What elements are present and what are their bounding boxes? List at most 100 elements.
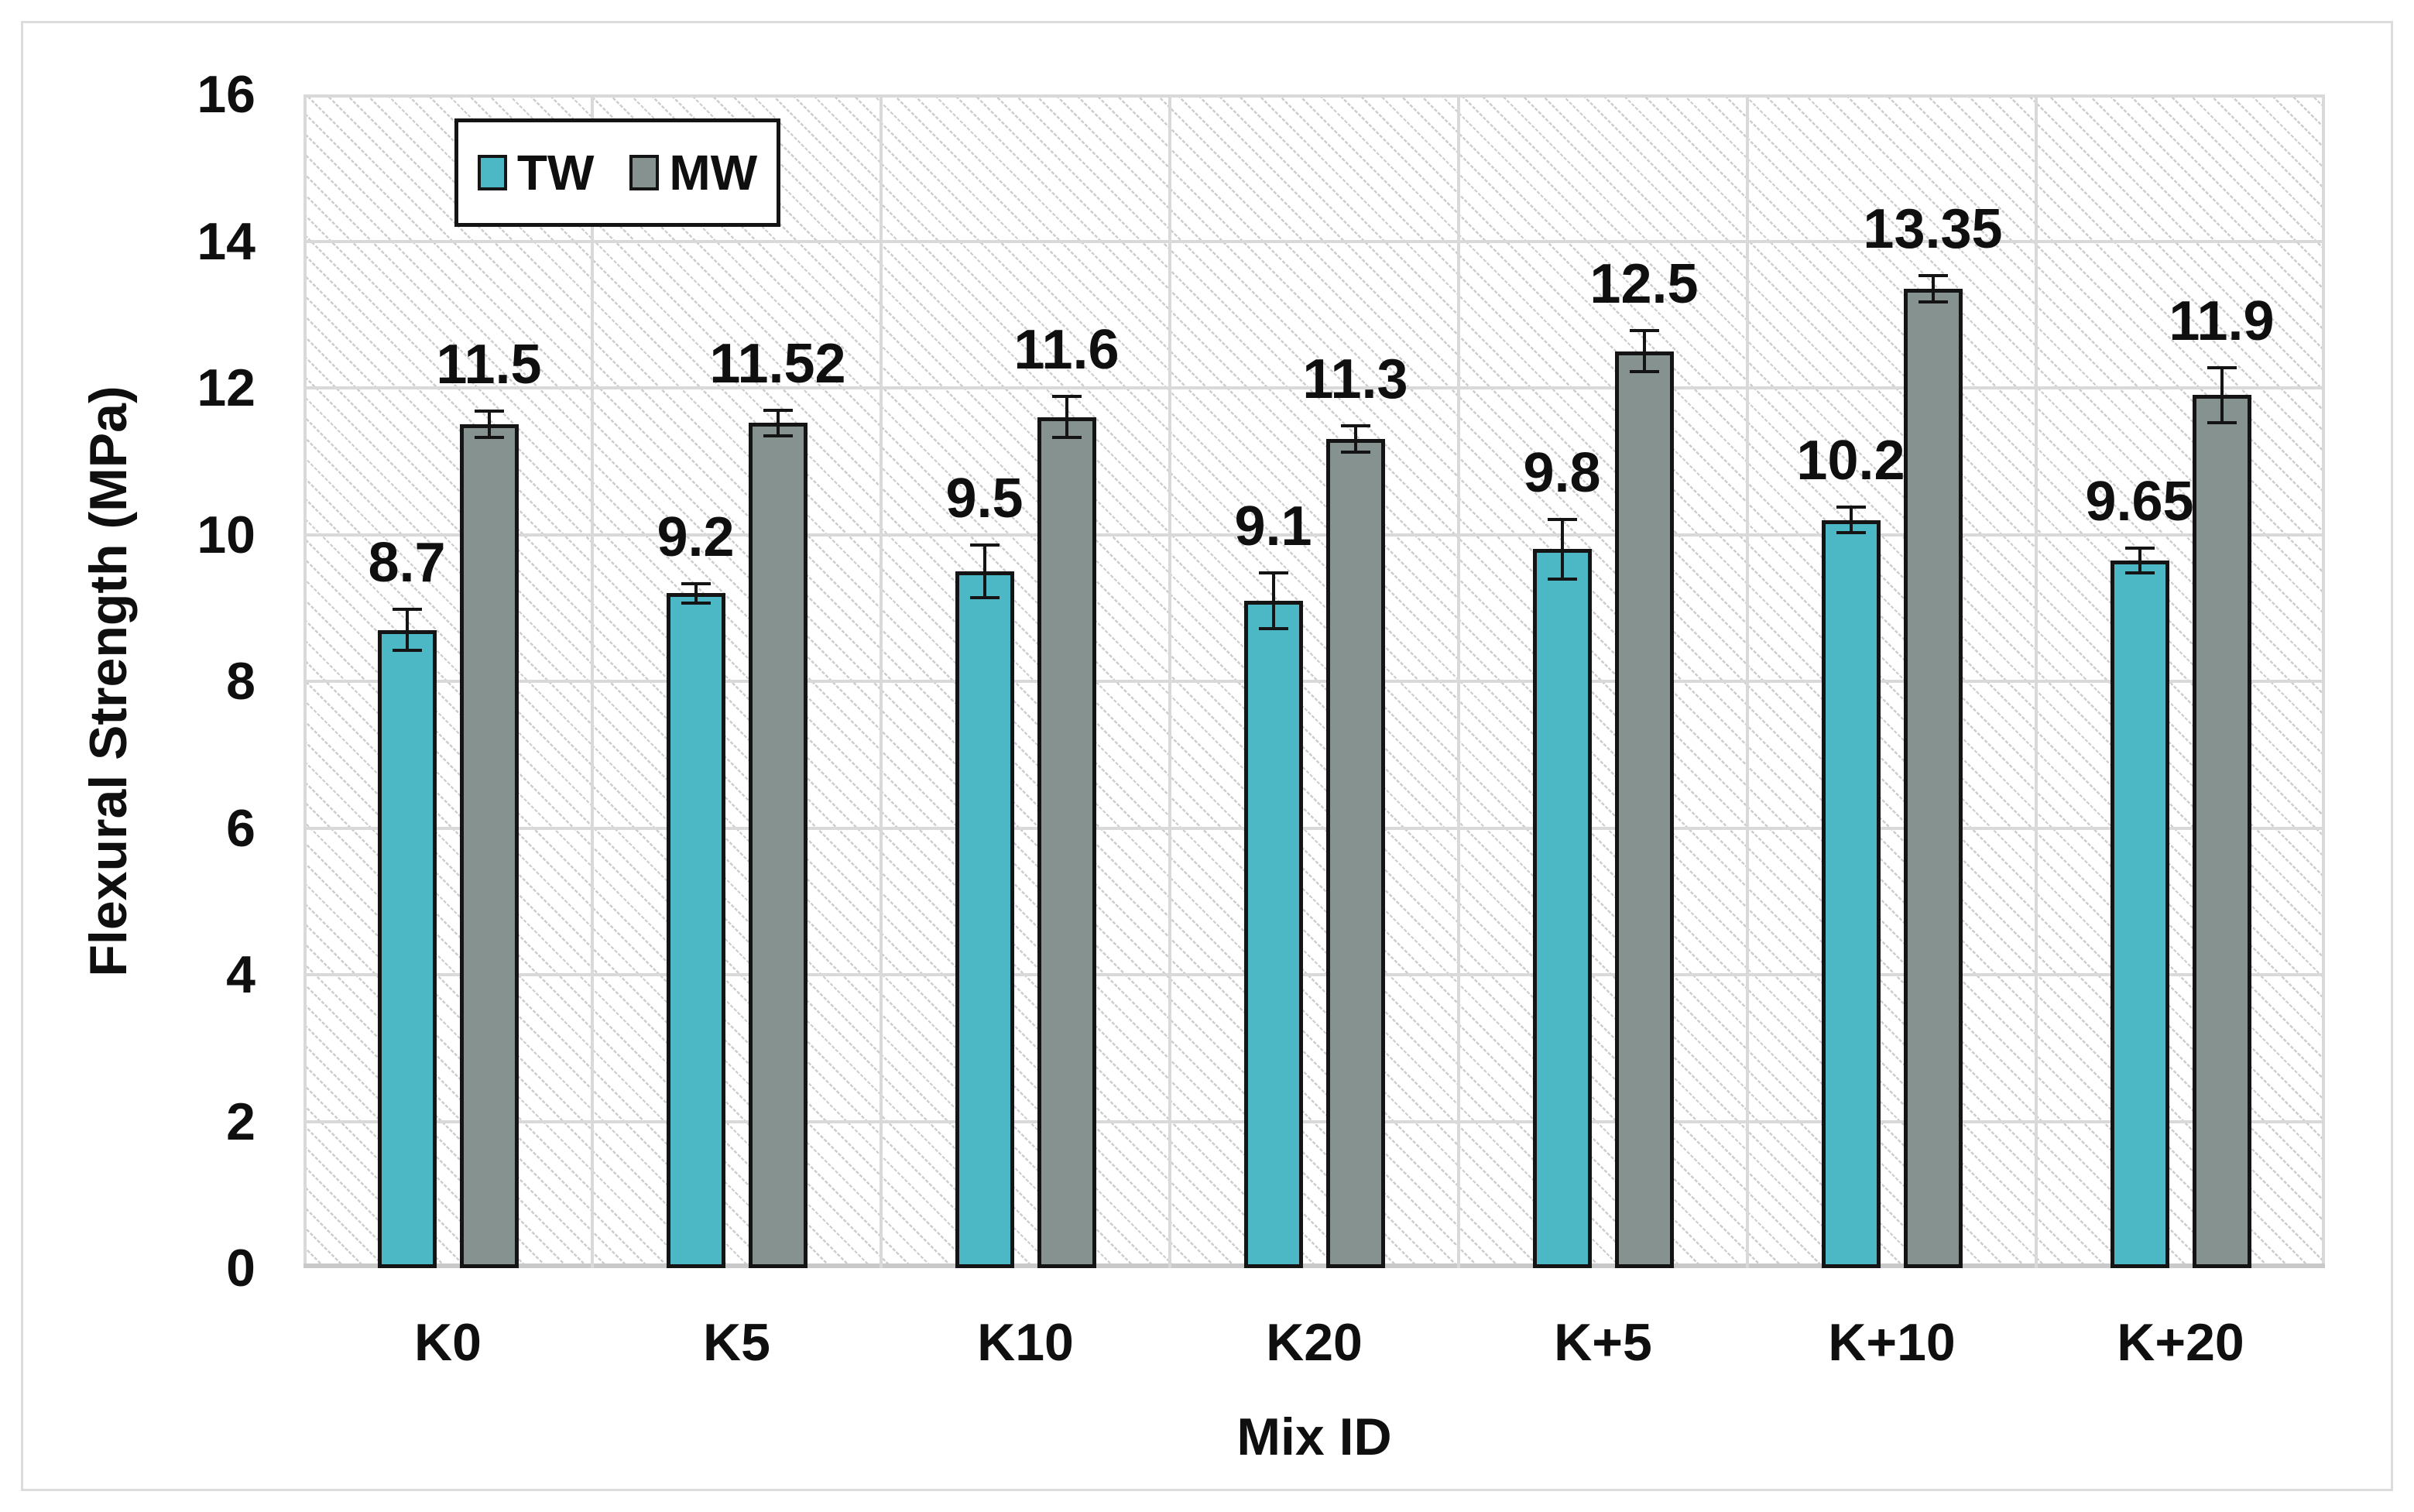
error-bar-stem [1849, 505, 1853, 535]
gridline-h-6 [303, 826, 2325, 830]
error-bar-cap-bottom [969, 595, 1000, 599]
gridline-v-1 [591, 94, 594, 1268]
error-bar-cap-top [1629, 329, 1659, 333]
error-bar-MW-K+20 [2207, 365, 2237, 425]
bar-MW-K10 [1037, 417, 1096, 1268]
gridline-h-14 [303, 239, 2325, 243]
x-axis-title: Mix ID [1236, 1407, 1392, 1466]
error-bar-cap-top [1051, 395, 1082, 399]
data-label-MW-K20: 11.3 [1302, 348, 1408, 411]
x-axis-line [303, 1263, 2325, 1268]
error-bar-stem [1560, 517, 1564, 581]
error-bar-cap-bottom [763, 434, 793, 438]
bar-TW-K5 [666, 593, 725, 1268]
bar-TW-K10 [955, 571, 1014, 1268]
error-bar-cap-bottom [1340, 451, 1370, 454]
error-bar-cap-bottom [2124, 571, 2155, 574]
error-bar-cap-top [1836, 505, 1866, 509]
y-tick-label-14: 14 [197, 211, 255, 271]
gridline-v-4 [1457, 94, 1460, 1268]
y-tick-label-10: 10 [197, 505, 255, 564]
x-tick-label-K+10: K+10 [1828, 1313, 1956, 1372]
gridline-v-2 [880, 94, 883, 1268]
y-tick-label-12: 12 [197, 358, 255, 417]
data-label-MW-K+5: 12.5 [1589, 253, 1699, 316]
y-tick-label-2: 2 [226, 1092, 255, 1151]
y-tick-label-6: 6 [226, 798, 255, 858]
error-bar-cap-bottom [681, 601, 711, 605]
data-label-TW-K+20: 9.65 [2085, 470, 2194, 533]
error-bar-cap-bottom [1051, 436, 1082, 440]
bar-TW-K+5 [1532, 549, 1592, 1268]
figure-border [21, 21, 2393, 1491]
error-bar-stem [487, 410, 491, 440]
bar-TW-K+20 [2110, 560, 2169, 1268]
error-bar-cap-top [392, 608, 422, 612]
error-bar-cap-bottom [1629, 370, 1659, 374]
x-tick-label-K0: K0 [414, 1313, 482, 1372]
error-bar-cap-top [474, 410, 504, 413]
error-bar-stem [1353, 424, 1357, 454]
gridline-h-2 [303, 1119, 2325, 1123]
data-label-MW-K+20: 11.9 [2169, 290, 2275, 352]
error-bar-stem [694, 582, 698, 605]
plot-border-top [303, 94, 2325, 98]
data-label-TW-K5: 9.2 [657, 506, 735, 569]
error-bar-stem [1642, 329, 1646, 374]
error-bar-MW-K+5 [1629, 329, 1659, 374]
gridline-v-5 [1746, 94, 1749, 1268]
data-label-TW-K10: 9.5 [945, 467, 1024, 530]
x-tick-label-K+20: K+20 [2117, 1313, 2244, 1372]
gridline-h-4 [303, 973, 2325, 976]
legend-item-tw: TW [477, 148, 594, 197]
error-bar-MW-K+10 [1918, 274, 1948, 304]
bar-MW-K+20 [2192, 395, 2251, 1268]
bar-MW-K+10 [1903, 289, 1963, 1268]
error-bar-stem [776, 408, 780, 438]
x-tick-label-K5: K5 [703, 1313, 770, 1372]
error-bar-MW-K0 [474, 410, 504, 440]
error-bar-stem [982, 543, 986, 599]
bar-MW-K20 [1325, 439, 1385, 1268]
error-bar-cap-top [763, 408, 793, 412]
error-bar-TW-K5 [681, 582, 711, 605]
error-bar-cap-bottom [1836, 531, 1866, 535]
error-bar-cap-top [2124, 546, 2155, 550]
tw-swatch-icon [477, 155, 507, 190]
bar-MW-K5 [748, 423, 808, 1268]
error-bar-cap-bottom [474, 436, 504, 440]
y-tick-label-4: 4 [226, 945, 255, 1004]
data-label-TW-K20: 9.1 [1234, 495, 1312, 557]
y-tick-label-8: 8 [226, 652, 255, 711]
x-tick-label-K20: K20 [1266, 1313, 1363, 1372]
bar-MW-K0 [459, 424, 519, 1268]
gridline-h-10 [303, 533, 2325, 537]
data-label-TW-K+5: 9.8 [1523, 441, 1601, 504]
error-bar-cap-bottom [1258, 626, 1288, 630]
bar-MW-K+5 [1614, 351, 1674, 1268]
error-bar-stem [1931, 274, 1935, 304]
data-label-MW-K10: 11.6 [1013, 319, 1120, 382]
gridline-h-12 [303, 386, 2325, 389]
error-bar-cap-top [2207, 365, 2237, 369]
y-tick-label-16: 16 [197, 65, 255, 124]
y-tick-label-0: 0 [226, 1239, 255, 1298]
data-label-TW-K+10: 10.2 [1796, 429, 1905, 492]
error-bar-MW-K10 [1051, 395, 1082, 440]
error-bar-cap-top [1340, 424, 1370, 428]
error-bar-TW-K10 [969, 543, 1000, 599]
data-label-MW-K+10: 13.35 [1863, 198, 2003, 261]
x-tick-label-K10: K10 [977, 1313, 1074, 1372]
error-bar-cap-top [1547, 517, 1577, 521]
error-bar-cap-top [681, 582, 711, 586]
error-bar-cap-bottom [392, 649, 422, 653]
x-tick-label-K+5: K+5 [1554, 1313, 1652, 1372]
error-bar-MW-K20 [1340, 424, 1370, 454]
bar-TW-K20 [1243, 600, 1303, 1268]
error-bar-cap-top [1258, 571, 1288, 574]
legend-item-mw: MW [629, 148, 757, 197]
gridline-h-8 [303, 680, 2325, 683]
error-bar-TW-K+20 [2124, 546, 2155, 574]
legend: TW MW [454, 118, 780, 227]
